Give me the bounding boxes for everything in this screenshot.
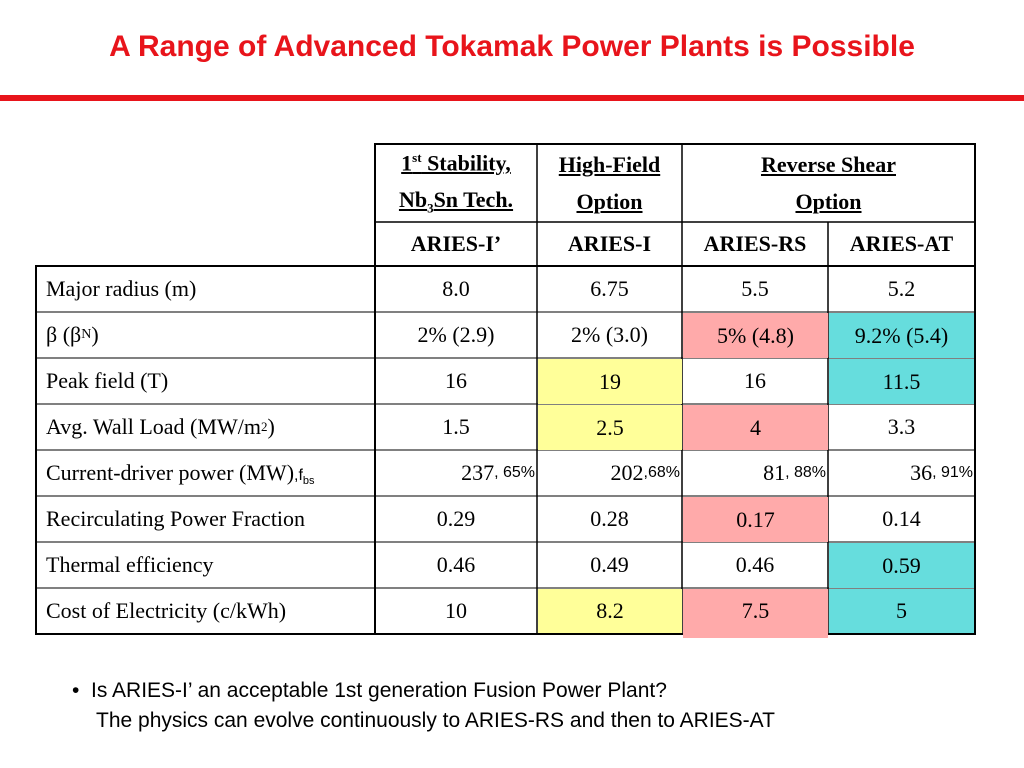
table-cell: 36, 91% bbox=[910, 460, 973, 485]
table-cell: 0.46 bbox=[436, 552, 476, 577]
table-cell: 2% (2.9) bbox=[417, 322, 495, 347]
row-label: Peak field (T) bbox=[46, 368, 169, 393]
row-label: Major radius (m) bbox=[46, 276, 197, 301]
row-label-wall-load: Avg. Wall Load (MW/m 2) bbox=[46, 414, 275, 439]
design-aries-i-prime: ARIES-I’ bbox=[410, 231, 502, 256]
table-cell: 16 bbox=[445, 368, 467, 393]
row-label: Thermal efficiency bbox=[46, 552, 214, 577]
header-group-high-field: High-Field Option bbox=[558, 152, 661, 214]
table-cell-highlight: 0.59 bbox=[829, 543, 974, 588]
design-aries-at: ARIES-AT bbox=[849, 231, 954, 256]
row-label: Cost of Electricity (c/kWh) bbox=[46, 598, 287, 623]
table-cell: 16 bbox=[744, 368, 766, 393]
title-underline bbox=[0, 95, 1024, 101]
table-cell: 5.2 bbox=[887, 276, 916, 301]
bullet-item: • Is ARIES-I’ an acceptable 1st generati… bbox=[72, 679, 667, 702]
table-cell-highlight: 4 bbox=[683, 405, 828, 450]
slide-title: A Range of Advanced Tokamak Power Plants… bbox=[109, 30, 915, 63]
table-cell: 0.49 bbox=[590, 552, 629, 577]
bullet-list: • Is ARIES-I’ an acceptable 1st generati… bbox=[72, 676, 775, 736]
row-label: Recirculating Power Fraction bbox=[46, 506, 306, 531]
design-aries-rs: ARIES-RS bbox=[703, 231, 807, 256]
table-cell-highlight: 5% (4.8) bbox=[683, 313, 828, 358]
table-cell-highlight: 9.2% (5.4) bbox=[829, 313, 974, 358]
table-cell: 81, 88% bbox=[763, 460, 826, 485]
table-cell: 0.29 bbox=[436, 506, 476, 531]
header-group-reverse-shear: Reverse Shear Option bbox=[760, 152, 896, 214]
header-group-first-stability: 1st Stability, Nb3Sn Tech. bbox=[398, 150, 514, 216]
table-cell: 5.5 bbox=[741, 276, 769, 301]
table-cell: 8.0 bbox=[442, 276, 470, 301]
table-cell: 0.14 bbox=[882, 506, 921, 531]
table-cell-highlight: 0.17 bbox=[683, 497, 828, 542]
table-cell: 1.5 bbox=[442, 414, 470, 439]
table-cell: 202,68% bbox=[610, 460, 680, 485]
table-cell-highlight: 5 bbox=[829, 589, 974, 633]
table-cell: 10 bbox=[445, 598, 467, 623]
table-cell: 2% (3.0) bbox=[571, 322, 648, 347]
bullet-continuation: The physics can evolve continuously to A… bbox=[96, 709, 775, 732]
table-cell: 237, 65% bbox=[461, 460, 535, 485]
table-cell-highlight: 7.5 bbox=[683, 589, 828, 633]
row-label-beta: β (β N) bbox=[46, 322, 99, 347]
table-cell: 3.3 bbox=[887, 414, 916, 439]
row-label-current-driver: Current-driver power (MW) ,fbs bbox=[46, 460, 315, 488]
table-cell: 0.46 bbox=[735, 552, 775, 577]
table-cell-highlight: 11.5 bbox=[829, 359, 974, 404]
table-cell: 0.28 bbox=[590, 506, 629, 531]
design-aries-i: ARIES-I bbox=[567, 231, 652, 256]
table-cell-highlight: 8.2 bbox=[538, 589, 682, 633]
table-cell: 6.75 bbox=[590, 276, 629, 301]
table-cell-highlight: 2.5 bbox=[538, 405, 682, 450]
table-cell-highlight: 19 bbox=[538, 359, 682, 404]
